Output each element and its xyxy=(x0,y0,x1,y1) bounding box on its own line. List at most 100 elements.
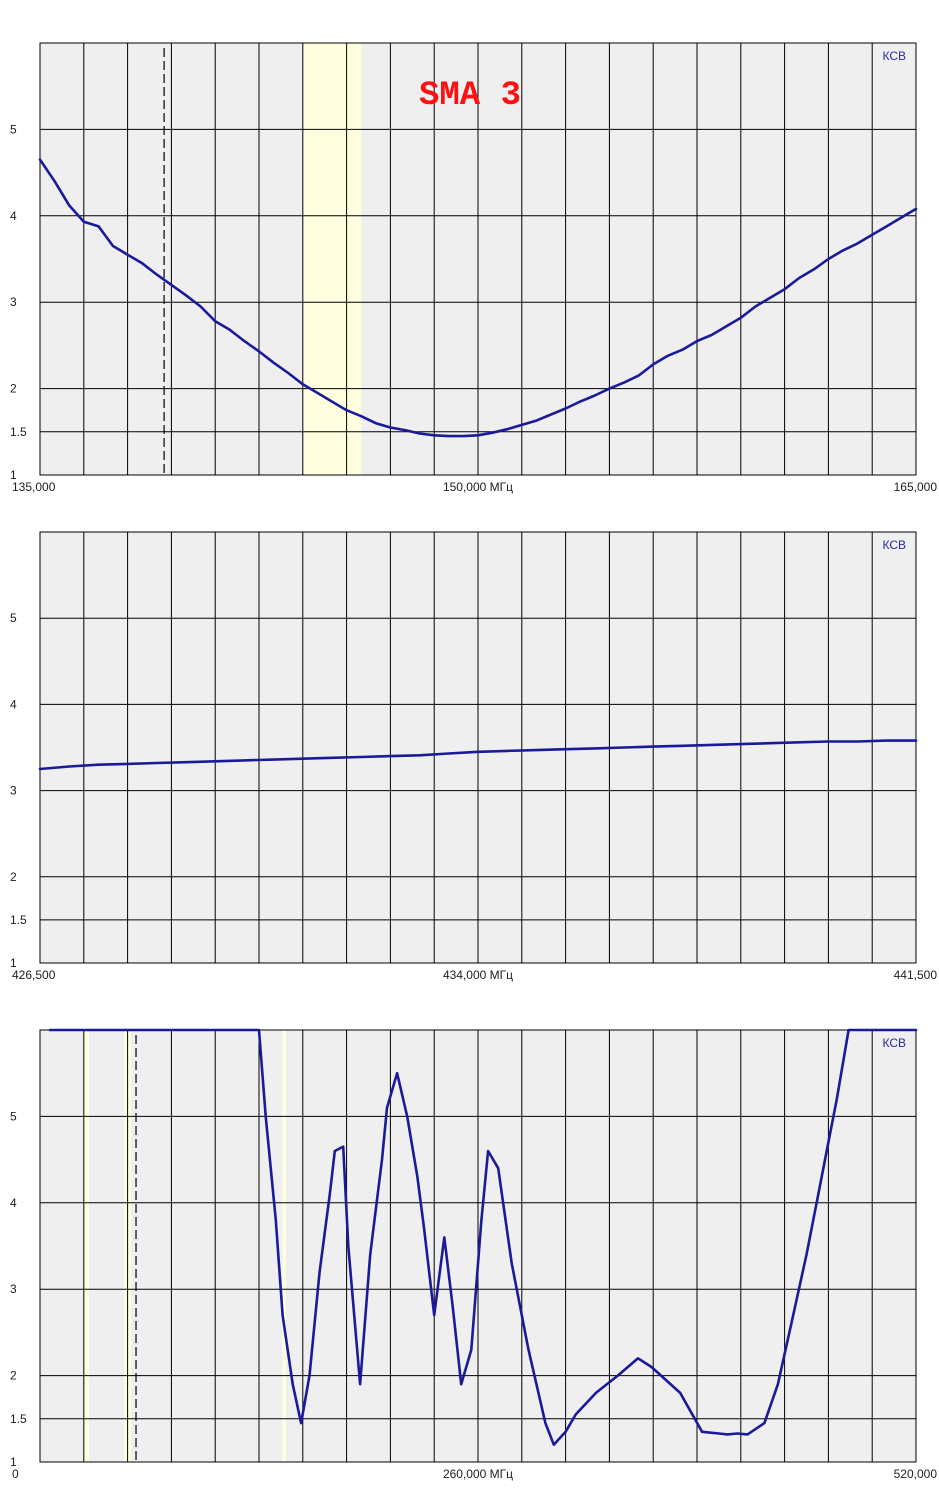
data-point xyxy=(214,760,216,763)
data-point xyxy=(433,1314,436,1316)
data-point xyxy=(185,294,187,297)
y-tick-label: 1.5 xyxy=(10,1412,27,1426)
data-point xyxy=(126,763,129,765)
data-point xyxy=(777,1383,779,1385)
data-point xyxy=(790,1323,793,1325)
data-point xyxy=(798,277,800,279)
y-tick-label: 1.5 xyxy=(10,913,27,927)
data-point xyxy=(836,1098,838,1100)
data-point xyxy=(316,392,319,394)
data-point xyxy=(726,1433,729,1436)
y-tick-label: 1 xyxy=(10,468,17,482)
data-point xyxy=(637,1357,639,1360)
data-point xyxy=(710,744,713,746)
data-point xyxy=(740,743,742,745)
data-point xyxy=(856,740,859,743)
data-point xyxy=(477,434,479,437)
plot-frame xyxy=(39,42,917,476)
data-point xyxy=(681,745,684,747)
data-point xyxy=(886,225,888,227)
data-point xyxy=(623,381,625,384)
data-point xyxy=(886,739,888,742)
data-point xyxy=(287,372,290,374)
data-point xyxy=(827,258,830,260)
data-point xyxy=(97,225,100,227)
data-point xyxy=(564,1431,567,1433)
data-point xyxy=(725,325,727,328)
data-point xyxy=(736,1432,739,1435)
data-point xyxy=(406,1115,409,1118)
data-point xyxy=(798,741,800,744)
y-tick-label: 5 xyxy=(10,122,17,136)
data-point xyxy=(360,756,363,758)
data-point xyxy=(544,1422,547,1424)
data-point xyxy=(359,1383,361,1385)
data-point xyxy=(769,297,771,299)
x-tick-label-center: 434,000 МГц xyxy=(443,968,513,982)
data-point xyxy=(141,262,143,265)
y-axis-unit-label: КСВ xyxy=(882,538,906,552)
y-tick-label: 1.5 xyxy=(10,425,27,439)
x-tick-label-center: 150,000 МГц xyxy=(443,480,513,494)
y-tick-label: 3 xyxy=(10,1282,17,1296)
data-point xyxy=(331,400,333,403)
data-point xyxy=(617,1374,619,1377)
y-tick-label: 4 xyxy=(10,209,17,223)
data-point xyxy=(258,1029,260,1031)
y-tick-label: 4 xyxy=(10,697,17,711)
data-point xyxy=(856,242,859,245)
band-highlight-1 xyxy=(83,1030,89,1462)
data-point xyxy=(302,757,304,760)
data-point xyxy=(574,1413,577,1416)
data-point xyxy=(423,1227,425,1230)
data-point xyxy=(470,1348,473,1351)
data-point xyxy=(68,765,70,768)
data-point xyxy=(49,1029,51,1031)
data-point xyxy=(553,1443,555,1446)
data-point xyxy=(608,387,611,390)
data-point xyxy=(418,754,421,757)
chart-panel-3: 1 1.5 2 3 4 5 0 260,000 МГц 520,000 КСВ xyxy=(10,1028,937,1481)
data-point xyxy=(229,329,231,331)
data-point xyxy=(281,1314,284,1316)
data-point xyxy=(652,363,654,366)
data-point xyxy=(190,1029,193,1031)
data-point xyxy=(68,204,70,207)
data-point xyxy=(443,1236,446,1239)
data-point xyxy=(915,208,917,210)
data-point xyxy=(746,1433,749,1436)
data-point xyxy=(342,1145,345,1148)
data-point xyxy=(667,355,669,357)
data-point xyxy=(718,1432,720,1435)
data-point xyxy=(817,1193,820,1195)
data-point xyxy=(291,1383,294,1385)
data-point xyxy=(331,757,333,759)
data-point xyxy=(805,1253,808,1256)
data-point xyxy=(564,748,567,750)
data-point xyxy=(900,216,903,219)
data-point xyxy=(375,422,377,425)
x-tick-label-left: 135,000 xyxy=(12,480,56,494)
data-point xyxy=(477,751,479,753)
chart-panel-2: 1 1.5 2 3 4 5 426,500 434,000 МГц 441,500 КСВ xyxy=(10,531,937,982)
data-point xyxy=(404,429,406,431)
data-point xyxy=(480,1219,483,1221)
data-point xyxy=(140,1029,142,1031)
data-point xyxy=(214,320,216,323)
data-point xyxy=(264,1115,267,1118)
data-point xyxy=(334,1150,336,1152)
data-point xyxy=(418,432,421,435)
data-point xyxy=(827,740,830,743)
data-point xyxy=(527,1348,530,1351)
data-point xyxy=(710,334,713,336)
plot-frame xyxy=(39,531,917,964)
data-point xyxy=(185,761,187,763)
chart-panel-1: 1 1.5 2 3 4 5 135,000 150,000 МГц 165,000 КСВ SMA … xyxy=(10,42,937,494)
chart-title: SMA 3 xyxy=(419,77,521,115)
data-point xyxy=(39,158,41,161)
data-point xyxy=(156,762,158,764)
data-point xyxy=(53,180,56,182)
data-point xyxy=(112,245,114,247)
plot-frame xyxy=(39,1029,917,1463)
